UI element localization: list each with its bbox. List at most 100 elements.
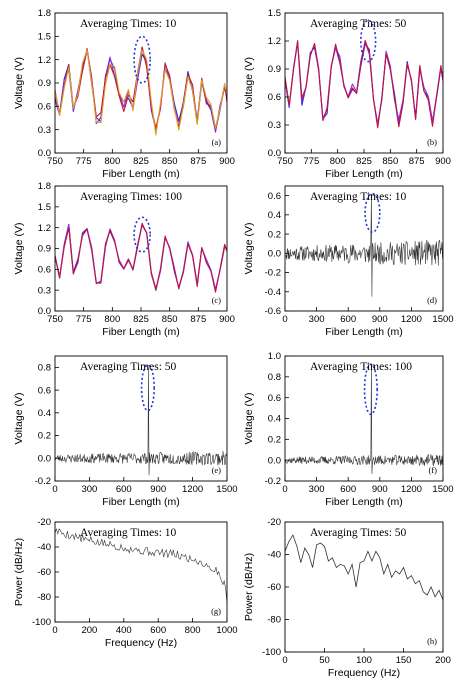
y-tick-label: -20	[267, 517, 281, 528]
averaging-annotation: Averaging Times: 50	[310, 527, 407, 539]
panel-label: (d)	[427, 295, 437, 305]
y-tick-label: -80	[37, 592, 51, 603]
y-tick-label: -100	[32, 617, 51, 628]
x-tick-label: 750	[47, 156, 63, 167]
x-tick-label: 200	[81, 625, 97, 636]
averaging-annotation: Averaging Times: 100	[310, 361, 412, 373]
x-axis-label: Frequency (Hz)	[328, 667, 400, 679]
x-tick-label: 825	[133, 314, 149, 325]
panel-label: (f)	[429, 465, 438, 475]
x-tick-label: 875	[190, 156, 206, 167]
y-tick-label: 0.6	[38, 102, 51, 113]
x-axis-label: Fiber Length (m)	[102, 496, 180, 508]
x-tick-label: 800	[185, 625, 201, 636]
y-tick-label: 0.6	[38, 385, 51, 396]
x-tick-label: 900	[435, 156, 451, 167]
panel-label: (e)	[212, 465, 222, 475]
x-tick-label: 150	[396, 655, 412, 666]
averaging-annotation: Averaging Times: 10	[80, 527, 177, 539]
y-tick-label: 1.2	[268, 36, 281, 47]
y-tick-label: -0.4	[265, 287, 281, 298]
y-tick-label: 0.0	[38, 148, 51, 159]
y-axis-label: Power (dB/Hz)	[13, 538, 25, 606]
plot-area	[285, 534, 443, 601]
series-line	[55, 49, 227, 136]
y-axis-label: Power (dB/Hz)	[243, 553, 255, 621]
x-axis-label: Fiber Length (m)	[102, 326, 180, 338]
panel-c: 750 775 800 825 850 875 900 0.0 0.3 0.6 0.9 1.2 1.5 1…	[13, 181, 235, 338]
y-tick-label: 0.0	[268, 148, 281, 159]
plot-frame	[284, 185, 444, 312]
averaging-annotation: Averaging Times: 50	[80, 361, 177, 373]
plot-area	[55, 222, 227, 293]
y-axis-label: Voltage (V)	[13, 393, 25, 445]
y-tick-label: -40	[267, 550, 281, 561]
averaging-annotation: Averaging Times: 10	[310, 191, 407, 203]
y-tick-label: -0.2	[265, 476, 281, 487]
y-tick-label: 1.5	[38, 202, 51, 213]
panel-label: (c)	[212, 295, 222, 305]
x-tick-label: 300	[309, 484, 325, 495]
x-tick-label: 1500	[432, 314, 453, 325]
x-axis-label: Fiber Length (m)	[325, 326, 403, 338]
series-line	[285, 534, 443, 601]
series-line	[55, 222, 227, 293]
x-tick-label: 100	[356, 655, 372, 666]
x-tick-label: 850	[162, 314, 178, 325]
x-tick-label: 750	[47, 314, 63, 325]
panel-f: 0 300 600 900 1200 1500 -0.2 0.0 0.2 0.4 0.6 0.8 1.0…	[243, 351, 454, 508]
y-tick-label: -80	[267, 615, 281, 626]
x-tick-label: 800	[104, 156, 120, 167]
x-axis-label: Frequency (Hz)	[105, 637, 177, 649]
series-line	[285, 364, 443, 474]
x-tick-label: 875	[190, 314, 206, 325]
x-tick-label: 900	[372, 314, 388, 325]
series-line	[285, 193, 443, 297]
y-tick-label: -100	[262, 647, 281, 658]
y-tick-label: 0.6	[38, 265, 51, 276]
plot-frame	[284, 521, 444, 653]
x-tick-label: 850	[162, 156, 178, 167]
y-tick-label: 0.2	[38, 431, 51, 442]
y-tick-label: 0.4	[268, 210, 281, 221]
x-tick-label: 900	[372, 484, 388, 495]
x-tick-label: 800	[330, 156, 346, 167]
y-tick-label: 1.8	[38, 181, 51, 192]
plot-area	[55, 46, 227, 136]
x-tick-label: 750	[277, 156, 293, 167]
panel-b: 750 775 800 825 850 875 900 0.0 0.3 0.6 0.9 1.2 1.5 F…	[243, 8, 451, 180]
panel-label: (b)	[427, 137, 437, 147]
x-tick-label: 1200	[401, 314, 422, 325]
x-tick-label: 775	[76, 314, 92, 325]
plot-area	[285, 193, 443, 297]
x-tick-label: 1500	[216, 484, 237, 495]
x-axis-label: Fiber Length (m)	[325, 168, 403, 180]
y-tick-label: 0.0	[38, 453, 51, 464]
x-tick-label: 300	[81, 484, 97, 495]
x-tick-label: 900	[219, 156, 235, 167]
y-axis-label: Voltage (V)	[243, 223, 255, 275]
x-axis-label: Fiber Length (m)	[325, 496, 403, 508]
series-line	[55, 223, 227, 292]
y-tick-label: -20	[37, 517, 51, 528]
plot-area	[55, 367, 227, 476]
x-tick-label: 825	[356, 156, 372, 167]
y-tick-label: 0.4	[38, 408, 51, 419]
x-tick-label: 800	[104, 314, 120, 325]
highlight-ellipse	[360, 19, 377, 63]
x-tick-label: 900	[150, 484, 166, 495]
panel-label: (g)	[211, 606, 221, 616]
y-tick-label: 1.5	[38, 32, 51, 43]
x-tick-label: 0	[282, 314, 287, 325]
x-tick-label: 600	[150, 625, 166, 636]
x-tick-label: 600	[340, 314, 356, 325]
x-axis-label: Fiber Length (m)	[102, 168, 180, 180]
x-tick-label: 1200	[401, 484, 422, 495]
y-axis-label: Voltage (V)	[13, 57, 25, 109]
panel-e: 0 300 600 900 1200 1500 -0.2 0.0 0.2 0.4 0.6 0.8 Fib…	[13, 355, 238, 508]
highlight-ellipse	[363, 363, 378, 416]
x-tick-label: 600	[116, 484, 132, 495]
x-tick-label: 0	[282, 655, 287, 666]
series-line	[285, 40, 443, 124]
